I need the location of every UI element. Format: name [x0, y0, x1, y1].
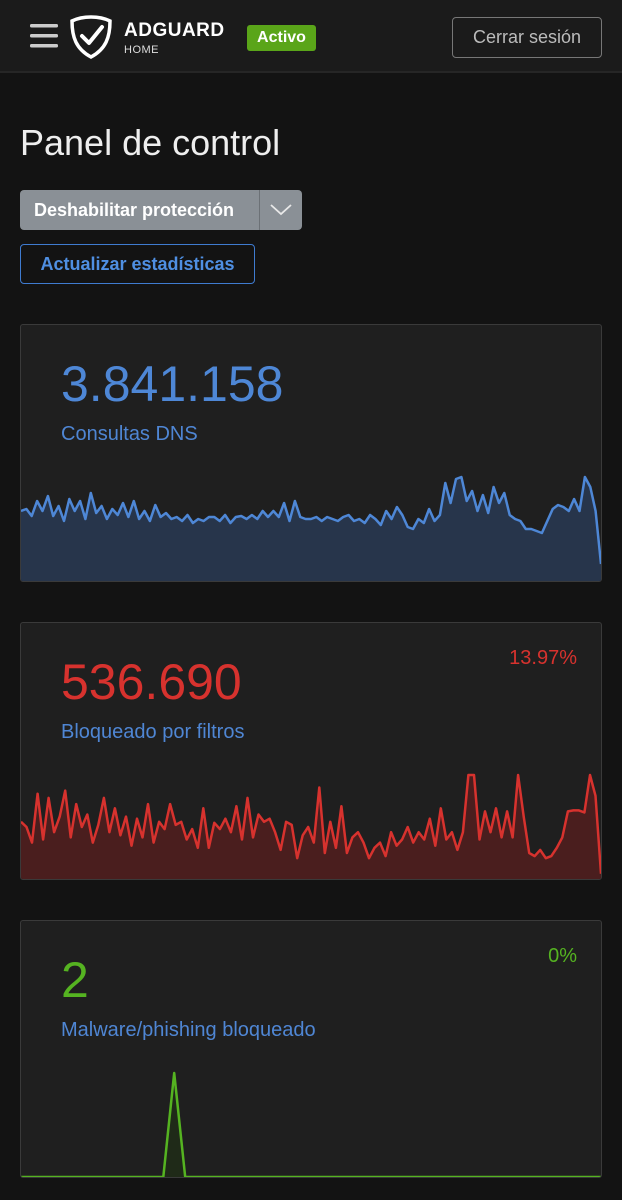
- logo-icon: [70, 15, 112, 59]
- dropdown-toggle[interactable]: [268, 200, 294, 218]
- status-badge: Activo: [247, 25, 316, 51]
- sparkline-chart: [21, 475, 601, 581]
- stat-percent: 0%: [548, 945, 577, 967]
- brand: ADGUARD: [124, 20, 225, 41]
- refresh-button[interactable]: Actualizar estadísticas: [20, 244, 255, 284]
- disable-button[interactable]: [20, 190, 302, 230]
- menu-icon[interactable]: [30, 24, 60, 48]
- stat-value: 536.690: [61, 654, 242, 710]
- sparkline-area: [21, 1073, 601, 1177]
- brand-sub: HOME: [124, 44, 159, 56]
- page-title: Panel de control: [20, 122, 281, 163]
- sparkline: [21, 773, 601, 874]
- sparkline-area: [21, 775, 601, 879]
- stat-label: Bloqueado por filtros: [61, 721, 245, 743]
- stat-label: Malware/phishing bloqueado: [61, 1019, 316, 1041]
- stat-card: 536.690 13.97% Bloqueado por filtros: [20, 622, 602, 880]
- logout-button[interactable]: Cerrar sesión: [452, 17, 602, 58]
- stat-percent: 13.97%: [509, 647, 577, 669]
- sparkline: [21, 475, 601, 565]
- sparkline: [21, 1071, 601, 1177]
- disable-button-text: Deshabilitar protección: [34, 200, 235, 220]
- stat-value: 2: [61, 952, 89, 1008]
- stat-label: Consultas DNS: [61, 423, 198, 445]
- sparkline-chart: [21, 1071, 601, 1177]
- sparkline-area: [21, 477, 601, 581]
- stat-card: 3.841.158 Consultas DNS: [20, 324, 602, 582]
- stat-value: 3.841.158: [61, 356, 284, 412]
- button-separator: [259, 190, 260, 230]
- sparkline-chart: [21, 773, 601, 879]
- header: ADGUARD HOME Activo Cerrar sesión: [0, 0, 622, 73]
- stat-card: 2 0% Malware/phishing bloqueado: [20, 920, 602, 1178]
